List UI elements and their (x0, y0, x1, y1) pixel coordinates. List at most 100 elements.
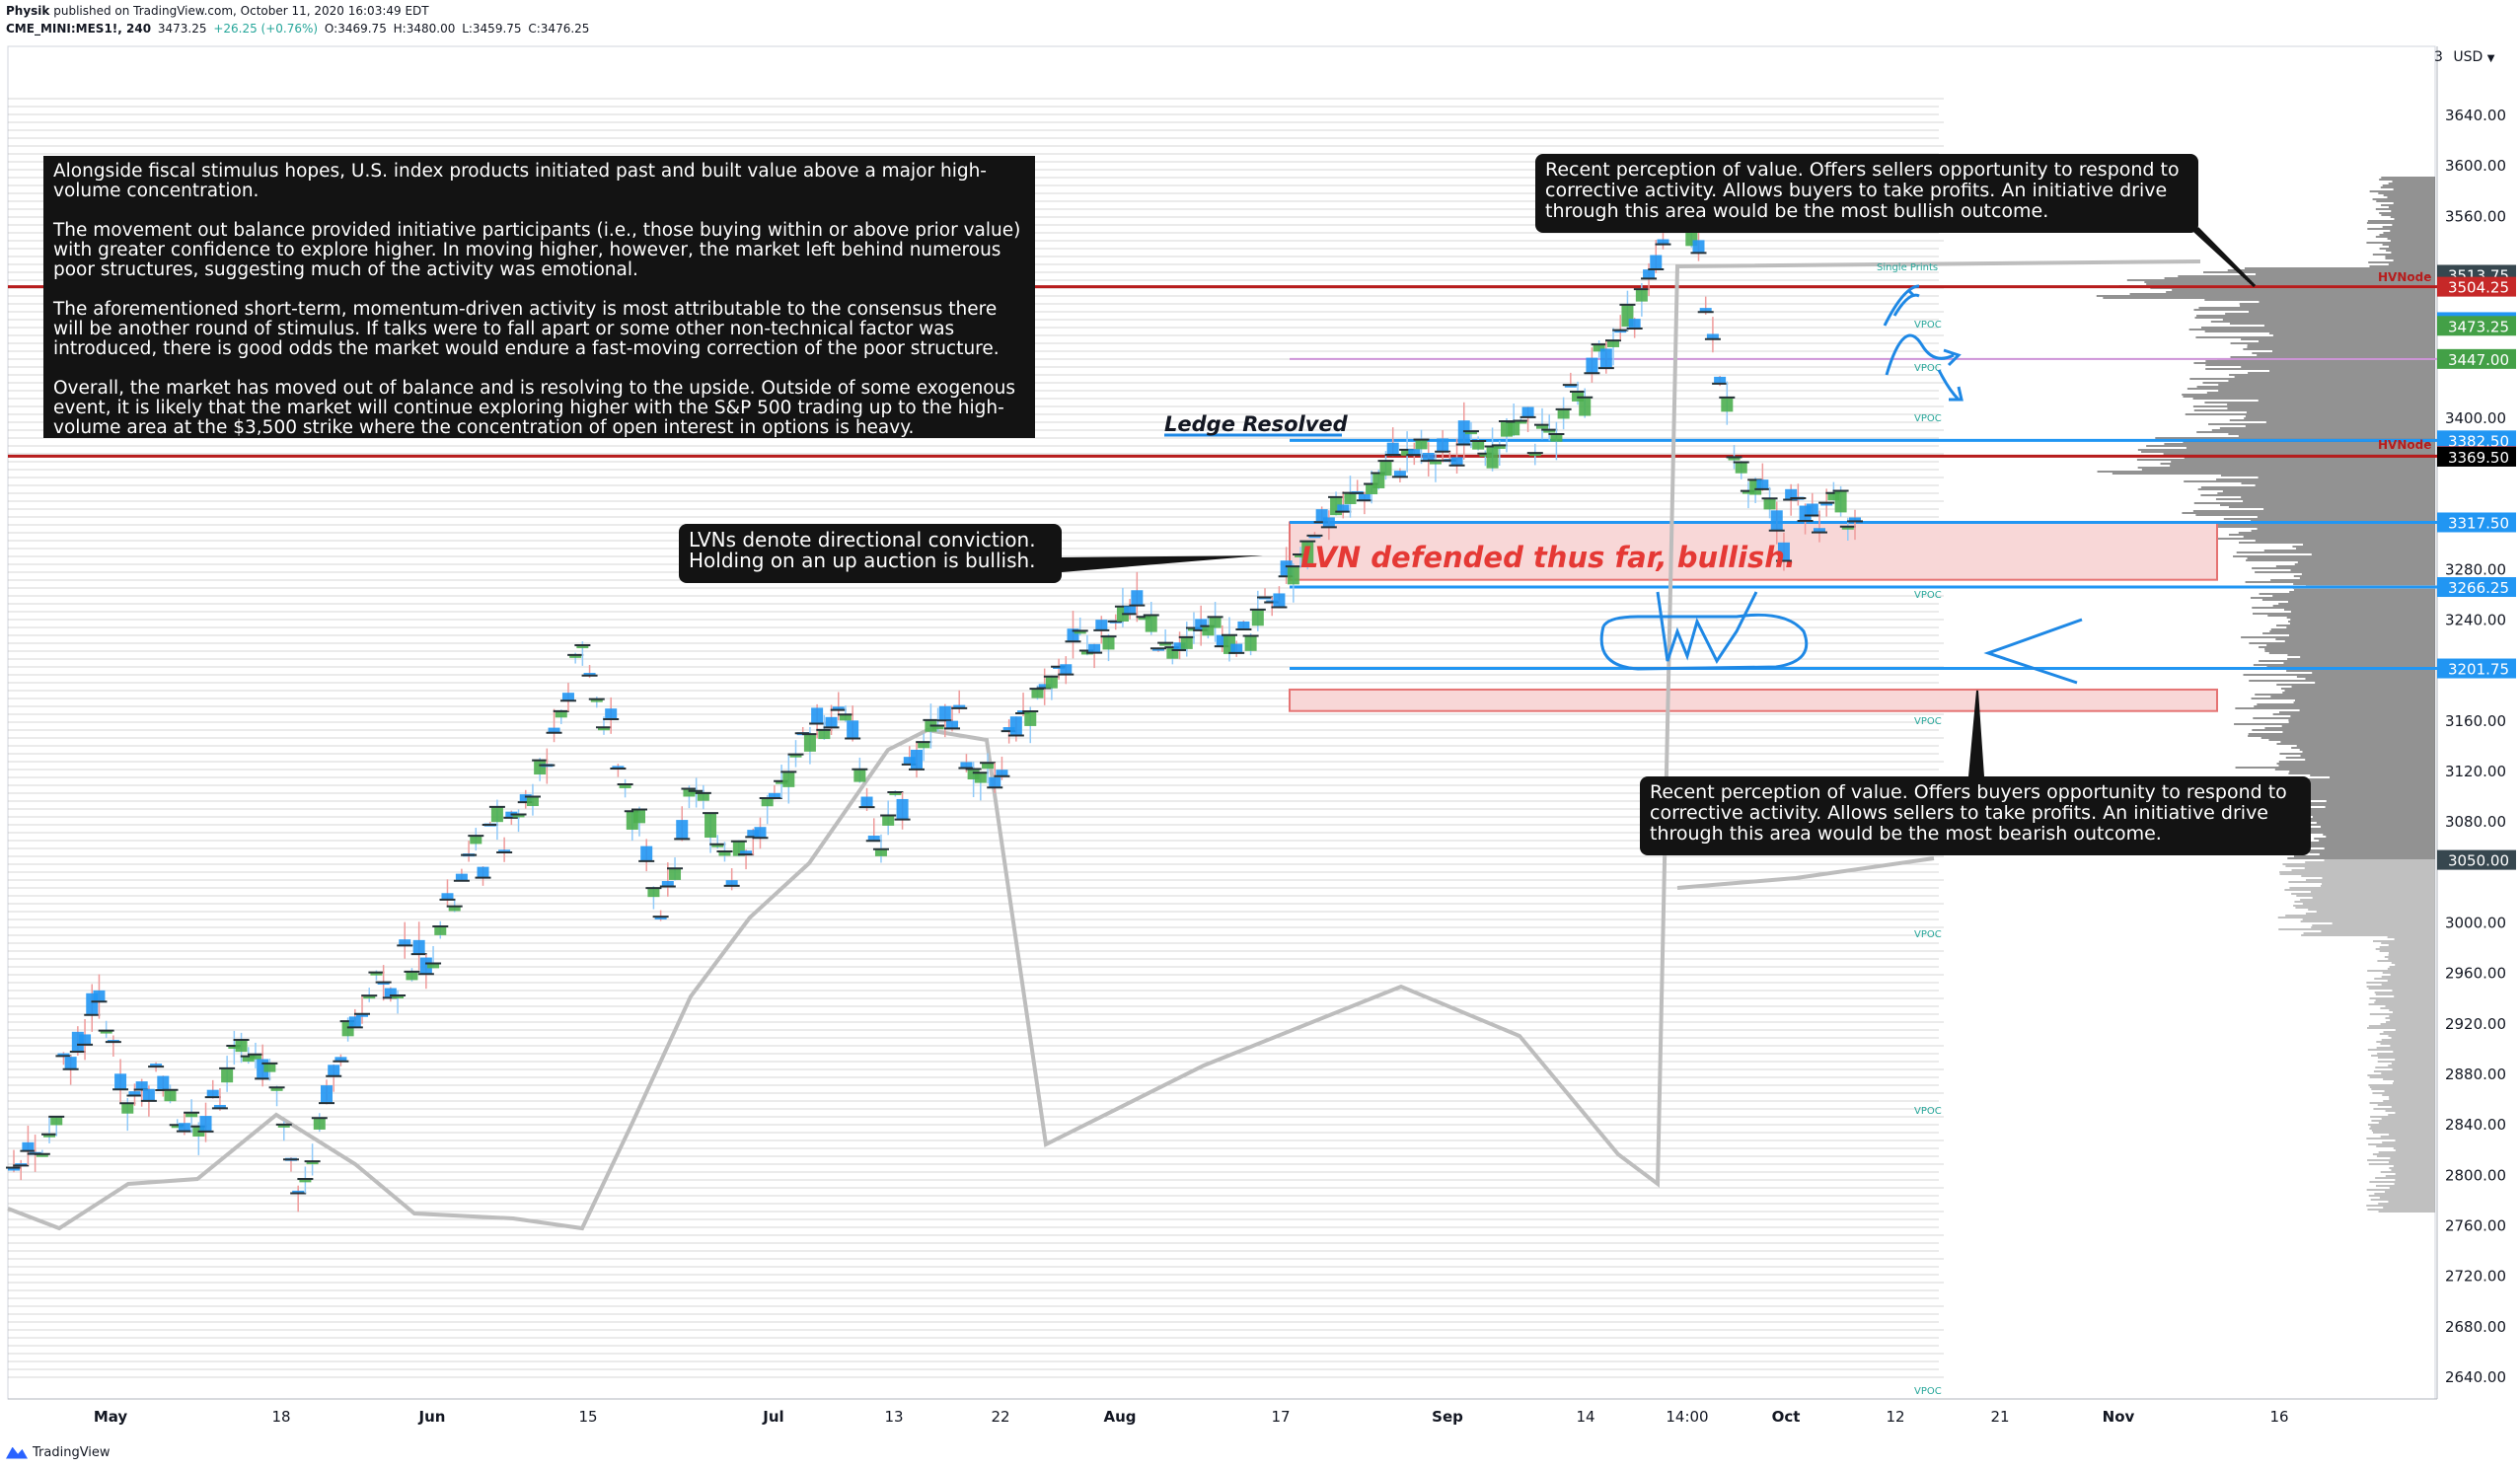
vpoc-label-6: VPOC (1914, 1106, 1942, 1117)
candle-body (164, 1089, 177, 1102)
time-tick-12: 12 (1886, 1408, 1904, 1426)
candle-body (974, 772, 987, 783)
candle-body (121, 1103, 134, 1114)
candle-body (832, 706, 845, 710)
candle-body (1230, 643, 1243, 653)
candle-body (847, 720, 859, 739)
price-label-box-3369.50 (2437, 446, 2516, 467)
candle-body (1060, 664, 1073, 675)
lvn-zone-1 (1289, 521, 2218, 581)
candle-body (1045, 676, 1058, 689)
vpoc-label-1: VPOC (1914, 363, 1942, 374)
time-tick-13: 13 (884, 1408, 903, 1426)
candle-body (640, 845, 653, 861)
published-info: published on TradingView.com, October 11… (53, 4, 429, 18)
candle-body (982, 763, 995, 770)
candle-body (1735, 462, 1747, 474)
candle-body (1770, 510, 1783, 531)
candle-body (590, 698, 603, 702)
candle-body (157, 1075, 170, 1091)
candle-body (477, 866, 489, 878)
candle-body (57, 1053, 70, 1057)
candle-body (178, 1123, 190, 1132)
candle-body (1344, 492, 1357, 504)
time-tick-22: 22 (991, 1408, 1009, 1426)
time-tick-May: May (94, 1408, 128, 1426)
candle-body (441, 893, 454, 900)
candle-body (1366, 483, 1378, 494)
candle-body (306, 1161, 319, 1165)
candle-body (399, 939, 411, 946)
candle-body (1521, 406, 1534, 417)
lvn-callout: LVNs denote directional conviction. Hold… (679, 524, 1062, 583)
top-right-callout: Recent perception of value. Offers selle… (1535, 154, 2198, 233)
candle-body (1358, 493, 1371, 501)
candle-body (789, 754, 802, 758)
axis-top-partial: 3 (2434, 49, 2443, 65)
vwap-line (7, 259, 2201, 1231)
candle-body (1721, 397, 1734, 412)
candle-body (683, 788, 696, 797)
candle-body (1586, 357, 1598, 374)
author-name[interactable]: Physik (6, 4, 50, 18)
note-paragraph-2: The movement out balance provided initia… (53, 220, 1021, 280)
candle-body (839, 714, 852, 721)
candle-body (867, 835, 880, 842)
note-paragraph-4: Overall, the market has moved out of bal… (53, 378, 1015, 438)
vpoc-label-3: VPOC (1914, 590, 1942, 601)
candle-body (406, 971, 418, 981)
candle-body (548, 727, 560, 733)
candle-body (534, 760, 547, 775)
currency-selector[interactable]: 3 USD ▼ (2434, 49, 2494, 65)
candle-body (1528, 453, 1541, 457)
candle-body (1657, 239, 1669, 245)
candle-body (36, 1153, 48, 1157)
candle-body (8, 1167, 20, 1171)
candle-body (569, 654, 582, 658)
price-label-3382.50: 3382.50 (2448, 432, 2509, 450)
squiggle-arrow-sketch (1885, 333, 1962, 376)
candle-body (1002, 727, 1015, 732)
hvnode-label-bottom: HVNode (2378, 438, 2432, 452)
candle-body (1415, 439, 1428, 450)
tradingview-logo[interactable]: TradingView (6, 1445, 111, 1460)
candle-body (199, 1116, 212, 1132)
candle-body (1166, 647, 1179, 659)
candle-body (128, 1091, 141, 1096)
candle-body (1493, 445, 1506, 449)
candle-body (740, 850, 753, 855)
candle-body (1706, 333, 1719, 339)
ellipse-sketch (1599, 613, 1809, 671)
candle-body (1457, 420, 1470, 445)
candle-body (1131, 590, 1144, 606)
candle-body (583, 673, 596, 677)
candle-body (1372, 473, 1385, 488)
bottom-right-callout-text: Recent perception of value. Offers buyer… (1650, 781, 2287, 845)
candle-body (1650, 255, 1663, 270)
candle-body (725, 880, 738, 886)
candle-body (1287, 566, 1299, 585)
left-arrow-sketch (1983, 618, 2083, 685)
candle-body (292, 1190, 305, 1194)
upward-arrow-sketch (1883, 284, 1920, 327)
candle-body (1820, 502, 1833, 506)
candle-body (1714, 376, 1727, 384)
candle-body (150, 1064, 163, 1067)
candle-body (93, 990, 106, 1002)
chart-header: Physik published on TradingView.com, Oct… (6, 2, 589, 37)
candle-body (1088, 643, 1101, 653)
currency-label: USD (2453, 49, 2483, 65)
candle-body (1251, 609, 1264, 626)
candle-body (1202, 625, 1215, 636)
candle-body (1209, 617, 1222, 628)
candle-body (1607, 340, 1620, 347)
candle-body (931, 725, 944, 730)
candle-body (448, 906, 461, 912)
price-label-box-3447.00 (2437, 348, 2516, 369)
price-label-box-3317.50 (2437, 512, 2516, 533)
price-tick-2800: 2800.00 (2445, 1166, 2506, 1184)
vpoc-label-4: VPOC (1914, 716, 1942, 727)
note-paragraph-1: Alongside fiscal stimulus hopes, U.S. in… (53, 161, 987, 201)
symbol-label[interactable]: CME_MINI:MES1!, 240 (6, 22, 152, 36)
candle-body (1244, 635, 1257, 651)
